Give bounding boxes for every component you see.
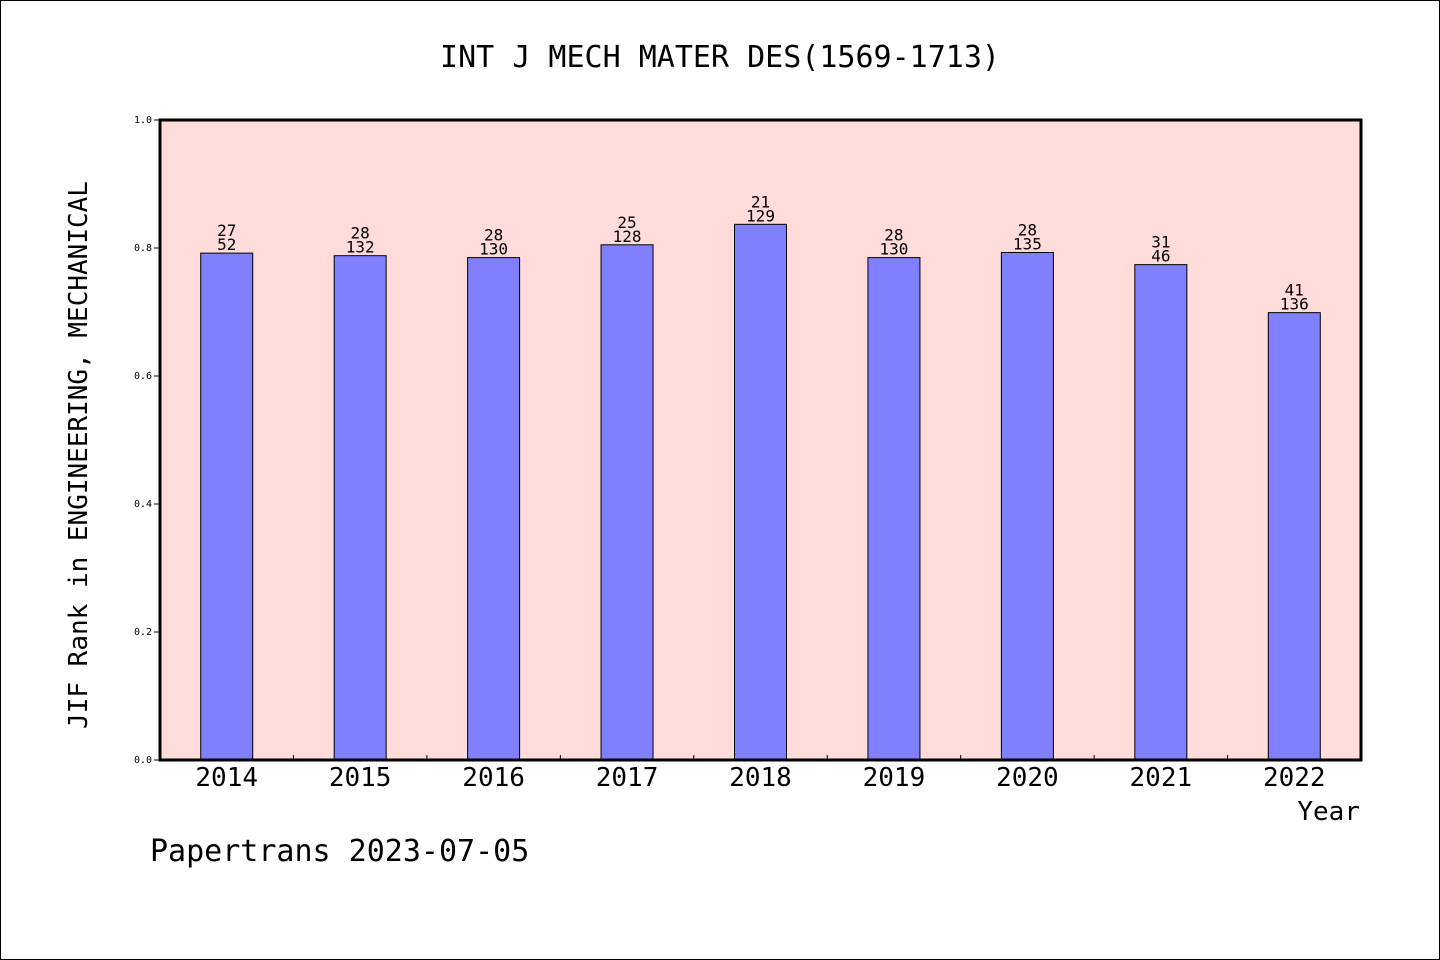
rank-label: 28 (884, 226, 903, 245)
x-tick-label: 2022 (1263, 763, 1326, 793)
x-tick-label: 2020 (996, 763, 1059, 793)
total-label: 135 (1013, 234, 1042, 253)
bar-2022 (1267, 312, 1321, 761)
rank-label: 21 (751, 192, 770, 211)
x-tick-label: 2016 (462, 763, 525, 793)
y-tick-label: 0.6 (134, 371, 152, 382)
bar-2020 (1000, 251, 1054, 761)
bar-2017 (600, 244, 654, 761)
y-tick-label: 0.4 (134, 499, 152, 510)
x-tick-label: 2018 (729, 763, 792, 793)
rank-label: 27 (217, 221, 236, 240)
total-label: 46 (1151, 247, 1170, 266)
bar-2018 (734, 223, 787, 761)
bar-2015 (333, 255, 387, 761)
x-tick-label: 2015 (329, 763, 392, 793)
total-label: 130 (479, 240, 508, 259)
footer-text: Papertrans 2023-07-05 (150, 834, 530, 869)
total-label: 129 (746, 206, 775, 225)
chart-title: INT J MECH MATER DES(1569-1713) (440, 40, 1000, 75)
plot-border (158, 118, 1363, 762)
x-tick-label: 2019 (863, 763, 926, 793)
x-tick-label: 2021 (1130, 763, 1193, 793)
x-tick-label: 2014 (195, 763, 258, 793)
bar-2019 (867, 257, 921, 761)
bar-2014 (200, 252, 254, 761)
total-label: 130 (879, 240, 908, 259)
bar-2021 (1134, 264, 1188, 761)
x-tick-label: 2017 (596, 763, 659, 793)
rank-label: 28 (484, 226, 503, 245)
bar-2016 (467, 257, 521, 761)
total-label: 136 (1280, 295, 1309, 314)
y-tick-label: 1.0 (134, 115, 152, 126)
y-axis-label: JIF Rank in ENGINEERING, MECHANICAL (64, 181, 94, 729)
rank-label: 25 (617, 213, 636, 232)
rank-label: 28 (1018, 220, 1037, 239)
x-axis-label: Year (1297, 797, 1360, 827)
y-tick-label: 0.2 (134, 627, 152, 638)
total-label: 52 (217, 235, 236, 254)
y-tick-label: 0.8 (134, 243, 152, 254)
y-tick-label: 0.0 (134, 755, 152, 766)
total-label: 132 (346, 238, 375, 257)
rank-label: 41 (1285, 281, 1304, 300)
rank-label: 31 (1151, 233, 1170, 252)
rank-label: 28 (351, 224, 370, 243)
total-label: 128 (613, 227, 642, 246)
